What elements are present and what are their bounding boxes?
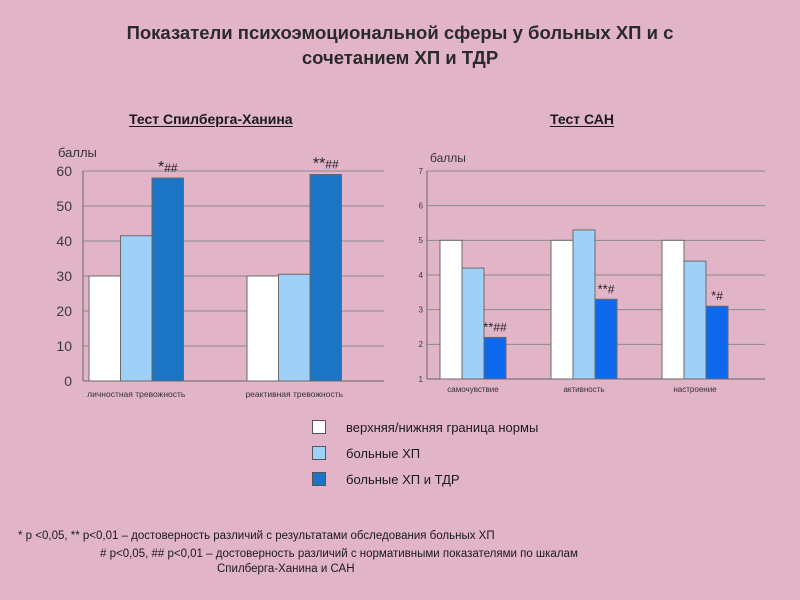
legend-swatch-hp-tdr xyxy=(312,472,326,486)
y-tick-label: 3 xyxy=(419,305,424,314)
legend-swatch-hp xyxy=(312,446,326,460)
chart-spielberger: 0 10 20 30 40 50 60 баллы личностная тревожность… xyxy=(56,145,384,399)
bar xyxy=(683,260,707,380)
category-label: реактивная тревожность xyxy=(245,389,343,399)
y-tick-label: 20 xyxy=(56,303,72,319)
footnote-hashes: # р<0,05, ## р<0,01 – достоверность разл… xyxy=(100,548,578,560)
footnote-scales: Спилберга-Ханина и САН xyxy=(217,563,355,575)
bar xyxy=(88,275,121,382)
y-tick-label: 0 xyxy=(64,373,72,389)
bar xyxy=(120,235,153,382)
y-tick-label: 60 xyxy=(56,163,72,179)
bar xyxy=(151,177,184,382)
bar xyxy=(705,305,729,380)
slide-title-line1: Показатели психоэмоциональной сферы у бо… xyxy=(126,22,674,43)
category-label: активность xyxy=(563,385,604,394)
legend-item-hp-tdr: больные ХП и ТДР xyxy=(312,466,612,492)
y-tick-label: 7 xyxy=(419,167,424,176)
bar xyxy=(461,267,485,380)
legend-label-norm: верхняя/нижняя граница нормы xyxy=(346,419,539,435)
y-tick-label: 40 xyxy=(56,233,72,249)
legend-item-norm: верхняя/нижняя граница нормы xyxy=(312,414,612,440)
legend-swatch-norm xyxy=(312,420,326,434)
category-label: настроение xyxy=(673,385,717,394)
bar xyxy=(278,273,311,382)
significance-label: **## xyxy=(483,319,507,334)
bar xyxy=(439,239,463,380)
bar xyxy=(246,275,279,382)
legend: верхняя/нижняя граница нормы больные ХП … xyxy=(312,414,612,492)
significance-label: **## xyxy=(313,156,339,173)
legend-label-hp: больные ХП xyxy=(346,445,421,461)
y-tick-label: 50 xyxy=(56,198,72,214)
y-tick-label: 10 xyxy=(56,338,72,354)
footnote-stars: * р <0,05, ** р<0,01 – достоверность раз… xyxy=(18,530,495,542)
chart-title-spielberger: Тест Спилберга-Ханина xyxy=(129,111,293,127)
legend-label-hp-tdr: больные ХП и ТДР xyxy=(346,471,460,487)
category-label: самочувствие xyxy=(447,385,499,394)
significance-label: **# xyxy=(598,281,615,296)
significance-label: *# xyxy=(711,288,723,303)
legend-item-hp: больные ХП xyxy=(312,440,612,466)
y-tick-label: 2 xyxy=(419,340,424,349)
bar xyxy=(550,239,574,380)
y-tick-label: 5 xyxy=(419,236,424,245)
y-axis-label: баллы xyxy=(58,145,97,160)
y-tick-label: 1 xyxy=(419,375,424,384)
chart-san: 1 2 3 4 5 6 7 баллы самочувствие активность настро… xyxy=(419,151,765,394)
y-tick-label: 6 xyxy=(419,201,424,210)
significance-label: *## xyxy=(158,159,178,176)
bar xyxy=(594,298,618,380)
bar xyxy=(309,174,342,382)
bar xyxy=(483,336,507,380)
slide-title: Показатели психоэмоциональной сферы у бо… xyxy=(0,20,800,70)
chart-title-san: Тест САН xyxy=(550,111,614,127)
category-label: личностная тревожность xyxy=(87,389,186,399)
y-tick-label: 30 xyxy=(56,268,72,284)
y-axis-label: баллы xyxy=(430,151,466,165)
y-tick-label: 4 xyxy=(419,271,424,280)
bar xyxy=(572,229,596,380)
bar xyxy=(661,239,685,380)
slide-title-line2: сочетанием ХП и ТДР xyxy=(301,47,499,68)
